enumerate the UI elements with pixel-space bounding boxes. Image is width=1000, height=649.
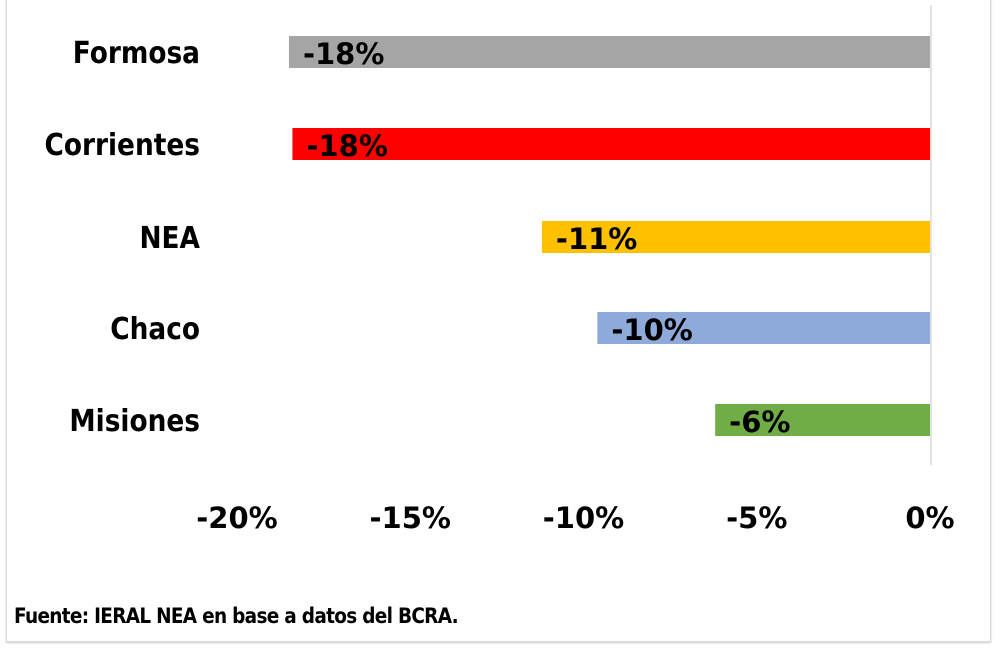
data-label: -11% <box>556 222 637 256</box>
x-tick-label: 0% <box>905 501 954 535</box>
data-label: -18% <box>303 37 384 71</box>
bar-nea <box>541 221 930 253</box>
x-tick-label: -20% <box>196 501 277 535</box>
x-tick-label: -10% <box>543 501 624 535</box>
category-label: Misiones <box>69 403 200 438</box>
chart-frame <box>6 0 991 642</box>
x-tick-label: -5% <box>726 501 787 535</box>
bar-formosa <box>288 36 931 68</box>
data-label: -6% <box>729 405 790 439</box>
category-label: Chaco <box>110 311 200 346</box>
bar-chaco <box>597 312 930 344</box>
category-label: Formosa <box>73 35 200 70</box>
source-note: Fuente: IERAL NEA en base a datos del BC… <box>14 604 459 628</box>
bar-misiones <box>715 404 930 436</box>
x-tick-label: -15% <box>370 501 451 535</box>
category-label: NEA <box>139 220 200 255</box>
data-label: -18% <box>306 129 387 163</box>
bar-corrientes <box>292 128 930 160</box>
data-label: -10% <box>611 313 692 347</box>
category-label: Corrientes <box>44 127 200 162</box>
